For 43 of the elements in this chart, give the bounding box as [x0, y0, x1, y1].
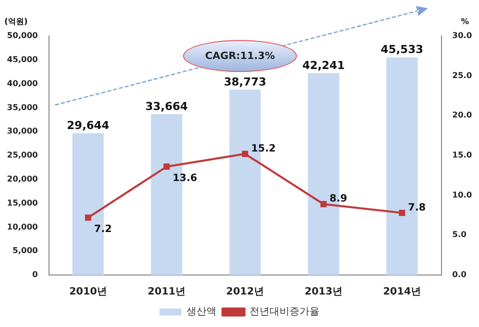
- y-tick-label: 0: [32, 270, 38, 280]
- y2-tick-label: 5.0: [452, 230, 467, 240]
- x-tick-label: 2014년: [383, 286, 421, 298]
- y-tick-label: 10,000: [6, 222, 38, 232]
- data-label: 33,664: [145, 100, 188, 113]
- y-tick-label: 50,000: [6, 31, 38, 40]
- data-label: 7.8: [408, 202, 426, 214]
- data-label: 38,773: [224, 76, 266, 89]
- y2-tick-label: 10.0: [452, 190, 472, 200]
- legend-label: 전년대비증가율: [250, 306, 320, 318]
- y2-tick-label: 15.0: [452, 150, 472, 160]
- y2-axis-title: %: [460, 17, 470, 26]
- y-tick-label: 30,000: [6, 126, 38, 136]
- point: [163, 164, 170, 170]
- y-tick-label: 45,000: [6, 54, 38, 64]
- y-tick-label: 5,000: [12, 246, 38, 256]
- point: [320, 200, 327, 208]
- y-tick-label: 35,000: [6, 102, 38, 112]
- y2-tick-label: 25.0: [452, 70, 472, 80]
- x-tick-label: 2013년: [304, 286, 342, 298]
- y-tick-label: 15,000: [6, 198, 38, 208]
- data-label: 42,241: [302, 58, 345, 72]
- y2-tick-label: 30.0: [452, 31, 472, 40]
- y-tick-label: 25,000: [6, 150, 38, 160]
- point: [84, 214, 92, 221]
- point: [242, 150, 248, 158]
- data-label: 15.2: [251, 144, 276, 154]
- data-label: 29,644: [66, 119, 110, 132]
- data-label: 13.6: [172, 173, 198, 184]
- x-tick-label: 2012년: [226, 286, 264, 298]
- y2-tick-label: 0.0: [452, 270, 467, 280]
- point: [398, 210, 406, 216]
- y-tick-label: 40,000: [6, 78, 38, 88]
- y-axis-title: (억원): [4, 17, 28, 26]
- data-label: 8.9: [330, 194, 348, 205]
- data-label: 45,533: [380, 43, 424, 56]
- legend-label: 생산액: [186, 306, 216, 318]
- y2-tick-label: 20.0: [452, 110, 472, 120]
- y-tick-label: 20,000: [6, 174, 38, 184]
- x-tick-label: 2010년: [69, 286, 108, 298]
- x-tick-label: 2011년: [148, 286, 186, 298]
- oval-badge: CAGR:11.3%: [183, 40, 297, 72]
- data-label: 7.2: [94, 224, 112, 236]
